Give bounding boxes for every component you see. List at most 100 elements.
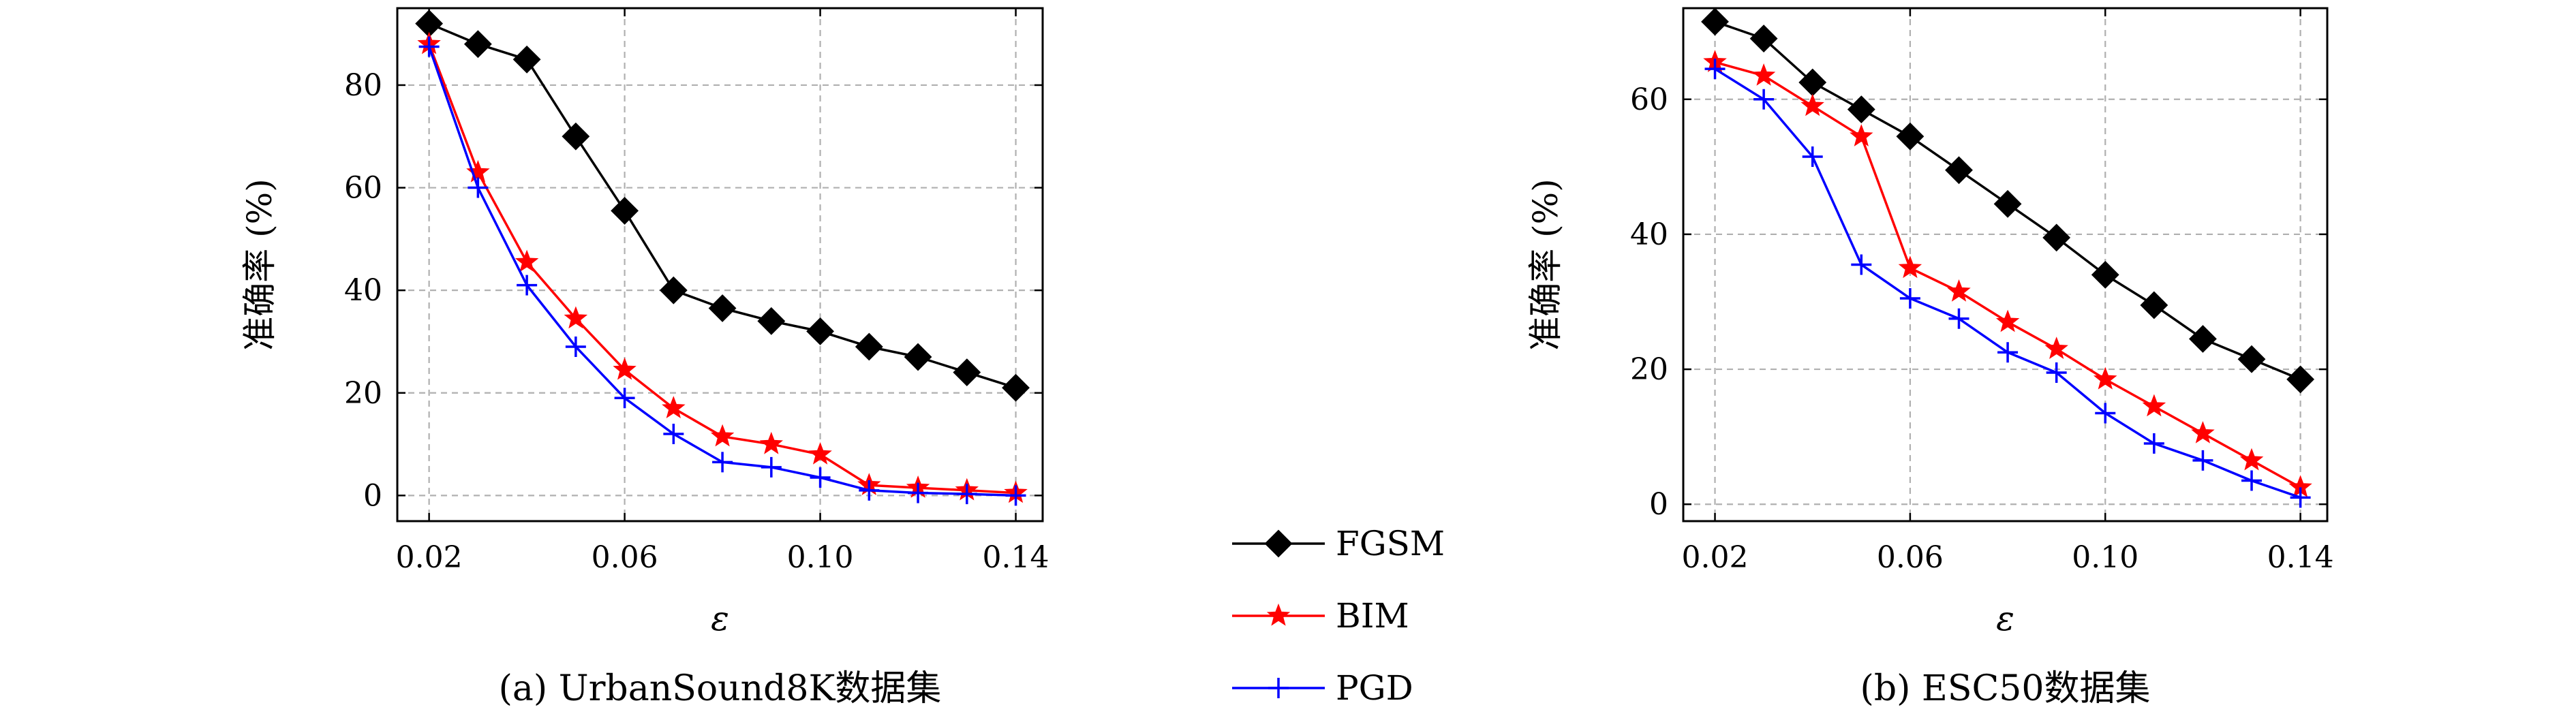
point-fgsm: [1701, 7, 1729, 36]
point-bim: [710, 424, 735, 447]
point-pgd: [663, 423, 684, 444]
ticks-b: 0.02 0.06 0.10 0.14 0 20 40 60: [1630, 8, 2334, 575]
series-b: [1701, 7, 2315, 508]
y-tick-label: 40: [344, 273, 382, 308]
legend-item-pgd: PGD: [1232, 668, 1413, 708]
x-tick-label: 0.10: [2072, 540, 2138, 575]
point-bim: [1800, 93, 1824, 116]
point-bim: [2093, 366, 2117, 390]
point-pgd: [1005, 485, 1026, 506]
point-fgsm: [953, 358, 981, 387]
point-fgsm: [2237, 345, 2266, 373]
point-pgd: [2095, 403, 2116, 424]
point-fgsm: [2140, 291, 2168, 319]
legend-item-bim: BIM: [1232, 596, 1409, 636]
point-bim: [515, 249, 539, 272]
legend-label-fgsm: FGSM: [1336, 524, 1445, 563]
point-pgd: [1948, 308, 1969, 329]
point-fgsm: [659, 276, 688, 305]
series-bim: [1703, 50, 2312, 498]
point-bim: [759, 431, 783, 454]
y-tick-label: 20: [1630, 352, 1668, 387]
x-tick-label: 0.14: [2267, 540, 2334, 575]
point-fgsm: [904, 343, 932, 371]
series-bim: [417, 31, 1028, 503]
point-bim: [2044, 337, 2068, 360]
point-fgsm: [757, 307, 786, 335]
point-fgsm: [1945, 156, 1973, 185]
point-fgsm: [562, 122, 590, 151]
y-tick-label: 80: [344, 68, 382, 103]
point-pgd: [908, 482, 929, 503]
ticks-a: 0.02 0.06 0.10 0.14 0 20 40 60 80: [344, 8, 1049, 575]
point-fgsm: [512, 45, 541, 74]
series-fgsm: [1701, 7, 2315, 394]
point-fgsm: [463, 30, 492, 59]
line-fgsm: [428, 22, 1017, 389]
y-tick-label: 60: [1630, 82, 1668, 117]
point-bim: [2239, 448, 2264, 471]
point-fgsm: [2042, 223, 2071, 252]
point-pgd: [1851, 254, 1872, 275]
line-bim: [1715, 61, 2301, 489]
legend-label-bim: BIM: [1336, 596, 1409, 636]
legend-swatch-bim: [1232, 603, 1325, 626]
point-pgd: [761, 456, 782, 478]
point-pgd: [859, 480, 880, 501]
legend-swatch-fgsm: [1232, 529, 1325, 558]
point-bim: [808, 441, 832, 465]
x-tick-label: 0.14: [983, 540, 1049, 575]
point-fgsm: [806, 317, 834, 345]
point-fgsm: [2091, 260, 2119, 289]
point-pgd: [1997, 342, 2019, 363]
point-pgd: [2192, 450, 2213, 471]
point-pgd: [1802, 146, 1823, 167]
point-bim: [1898, 255, 1922, 279]
point-pgd: [467, 177, 489, 198]
x-tick-label: 0.02: [1682, 540, 1749, 575]
point-fgsm: [1896, 122, 1925, 151]
point-pgd: [2143, 433, 2164, 454]
x-tick-label: 0.06: [592, 540, 658, 575]
point-pgd: [565, 336, 586, 357]
series-pgd: [1704, 59, 2311, 508]
grid-a: [397, 8, 1043, 521]
caption-a: (a) UrbanSound8K数据集: [499, 668, 942, 709]
x-tick-label: 0.02: [396, 540, 463, 575]
line-pgd: [1714, 67, 2301, 499]
legend: FGSM BIM PGD: [1232, 524, 1445, 708]
point-pgd: [614, 388, 635, 409]
point-fgsm: [2286, 365, 2315, 394]
series-pgd: [418, 36, 1026, 506]
point-pgd: [2290, 487, 2311, 508]
legend-swatch-pgd: [1232, 678, 1325, 698]
point-bim: [564, 306, 588, 329]
legend-item-fgsm: FGSM: [1232, 524, 1445, 563]
point-pgd: [1899, 288, 1920, 309]
point-pgd: [2046, 362, 2067, 384]
point-pgd: [712, 452, 733, 473]
point-pgd: [1704, 59, 1726, 80]
point-bim: [1947, 279, 1971, 302]
x-axis-label-b: ε: [1996, 599, 2014, 638]
chart-panel-a: 0.02 0.06 0.10 0.14 0 20 40 60 80 ε 准确率 (%) (a) …: [240, 7, 1049, 709]
y-tick-label: 20: [344, 376, 382, 411]
point-pgd: [517, 275, 538, 296]
point-fgsm: [1847, 95, 1875, 124]
legend-marker-bim: [1266, 603, 1291, 626]
chart-panel-b: 0.02 0.06 0.10 0.14 0 20 40 60 ε 准确率 (%) (b) ES…: [1526, 7, 2334, 709]
point-bim: [1751, 63, 1776, 86]
point-pgd: [810, 467, 831, 488]
x-axis-label-a: ε: [711, 599, 729, 638]
point-fgsm: [1749, 25, 1778, 52]
point-fgsm: [855, 332, 883, 361]
point-bim: [613, 357, 637, 380]
legend-label-pgd: PGD: [1336, 668, 1413, 708]
plot-frame-a: [396, 7, 1044, 522]
legend-marker-fgsm: [1264, 529, 1293, 558]
point-bim: [662, 396, 686, 419]
x-tick-label: 0.06: [1877, 540, 1944, 575]
x-tick-label: 0.10: [787, 540, 854, 575]
point-fgsm: [1002, 373, 1030, 402]
